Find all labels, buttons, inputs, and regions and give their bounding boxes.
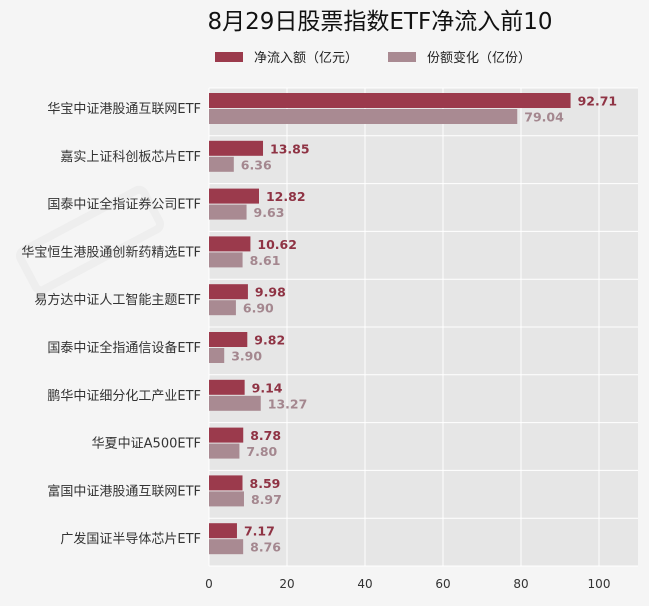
data-label: 9.82 (254, 333, 285, 348)
bar-share-change (209, 300, 236, 316)
legend-label: 净流入额（亿元） (254, 51, 358, 66)
bar-share-change (209, 491, 244, 507)
bar-share-change (209, 156, 234, 172)
bar-share-change (209, 395, 261, 411)
category-label: 鹏华中证细分化工产业ETF (47, 389, 201, 404)
data-label: 79.04 (524, 110, 564, 125)
bar-share-change (209, 539, 244, 555)
bar-share-change (209, 443, 240, 459)
bar-net-inflow (209, 188, 259, 204)
bar-net-inflow (209, 379, 245, 395)
bar-net-inflow (209, 475, 243, 491)
data-label: 92.71 (578, 94, 618, 109)
data-label: 8.61 (250, 253, 281, 268)
category-label: 易方达中证人工智能主题ETF (34, 292, 201, 308)
data-label: 6.90 (243, 301, 274, 316)
data-label: 9.14 (252, 380, 283, 395)
data-label: 13.27 (268, 396, 308, 411)
data-label: 9.98 (255, 285, 286, 300)
watermark-mark (15, 185, 165, 295)
bars: 92.71 79.04 13.856.36 12.829.63 10.628.61 9.9… (209, 93, 617, 555)
data-label: 8.59 (250, 476, 281, 491)
bar-net-inflow (209, 93, 571, 108)
bar-net-inflow (209, 236, 251, 252)
category-label: 富国中证港股通互联网ETF (47, 483, 201, 499)
data-label: 7.17 (244, 524, 275, 539)
category-label: 国泰中证全指通信设备ETF (47, 340, 201, 356)
category-label: 国泰中证全指证券公司ETF (47, 197, 201, 213)
bar-net-inflow (209, 523, 237, 539)
legend-swatch (215, 52, 243, 62)
category-label: 华夏中证A500ETF (92, 437, 201, 452)
category-label: 华宝恒生港股通创新药精选ETF (21, 244, 201, 260)
data-label: 6.36 (241, 157, 272, 172)
bar-share-change (209, 252, 243, 268)
x-tick-label: 40 (357, 577, 372, 591)
data-label: 10.62 (257, 237, 297, 252)
bar-net-inflow (209, 332, 248, 347)
bar-share-change (209, 204, 247, 220)
x-tick-label: 100 (588, 577, 611, 591)
legend-swatch (388, 52, 416, 62)
data-label: 8.97 (251, 492, 282, 507)
grid (208, 87, 638, 567)
bar-net-inflow (209, 284, 248, 300)
chart-title: 8月29日股票指数ETF净流入前10 (208, 9, 553, 35)
data-label: 3.90 (231, 349, 262, 364)
bar-share-change (209, 109, 518, 124)
x-tick-label: 20 (279, 577, 294, 591)
x-tick-label: 60 (435, 577, 450, 591)
bar-share-change (209, 348, 225, 363)
bar-net-inflow (209, 427, 244, 443)
category-label: 广发国证半导体芯片ETF (60, 531, 201, 547)
legend-label: 份额变化（亿份） (427, 50, 531, 66)
data-label: 13.85 (270, 141, 310, 156)
category-axis: 华宝中证港股通互联网ETF 嘉实上证科创板芯片ETF 国泰中证全指证券公司ETF 华宝… (21, 102, 201, 547)
legend: 净流入额（亿元） 份额变化（亿份） (215, 50, 531, 66)
bar-net-inflow (209, 140, 264, 156)
category-label: 华宝中证港股通互联网ETF (47, 102, 201, 117)
x-axis: 0 20 40 60 80 100 (205, 577, 610, 591)
data-label: 7.80 (246, 444, 277, 459)
x-tick-label: 0 (205, 577, 213, 591)
data-label: 8.76 (250, 540, 281, 555)
x-tick-label: 80 (513, 577, 528, 591)
data-label: 12.82 (266, 189, 306, 204)
category-label: 嘉实上证科创板芯片ETF (60, 150, 201, 165)
data-label: 9.63 (254, 205, 285, 220)
data-label: 8.78 (250, 428, 281, 443)
